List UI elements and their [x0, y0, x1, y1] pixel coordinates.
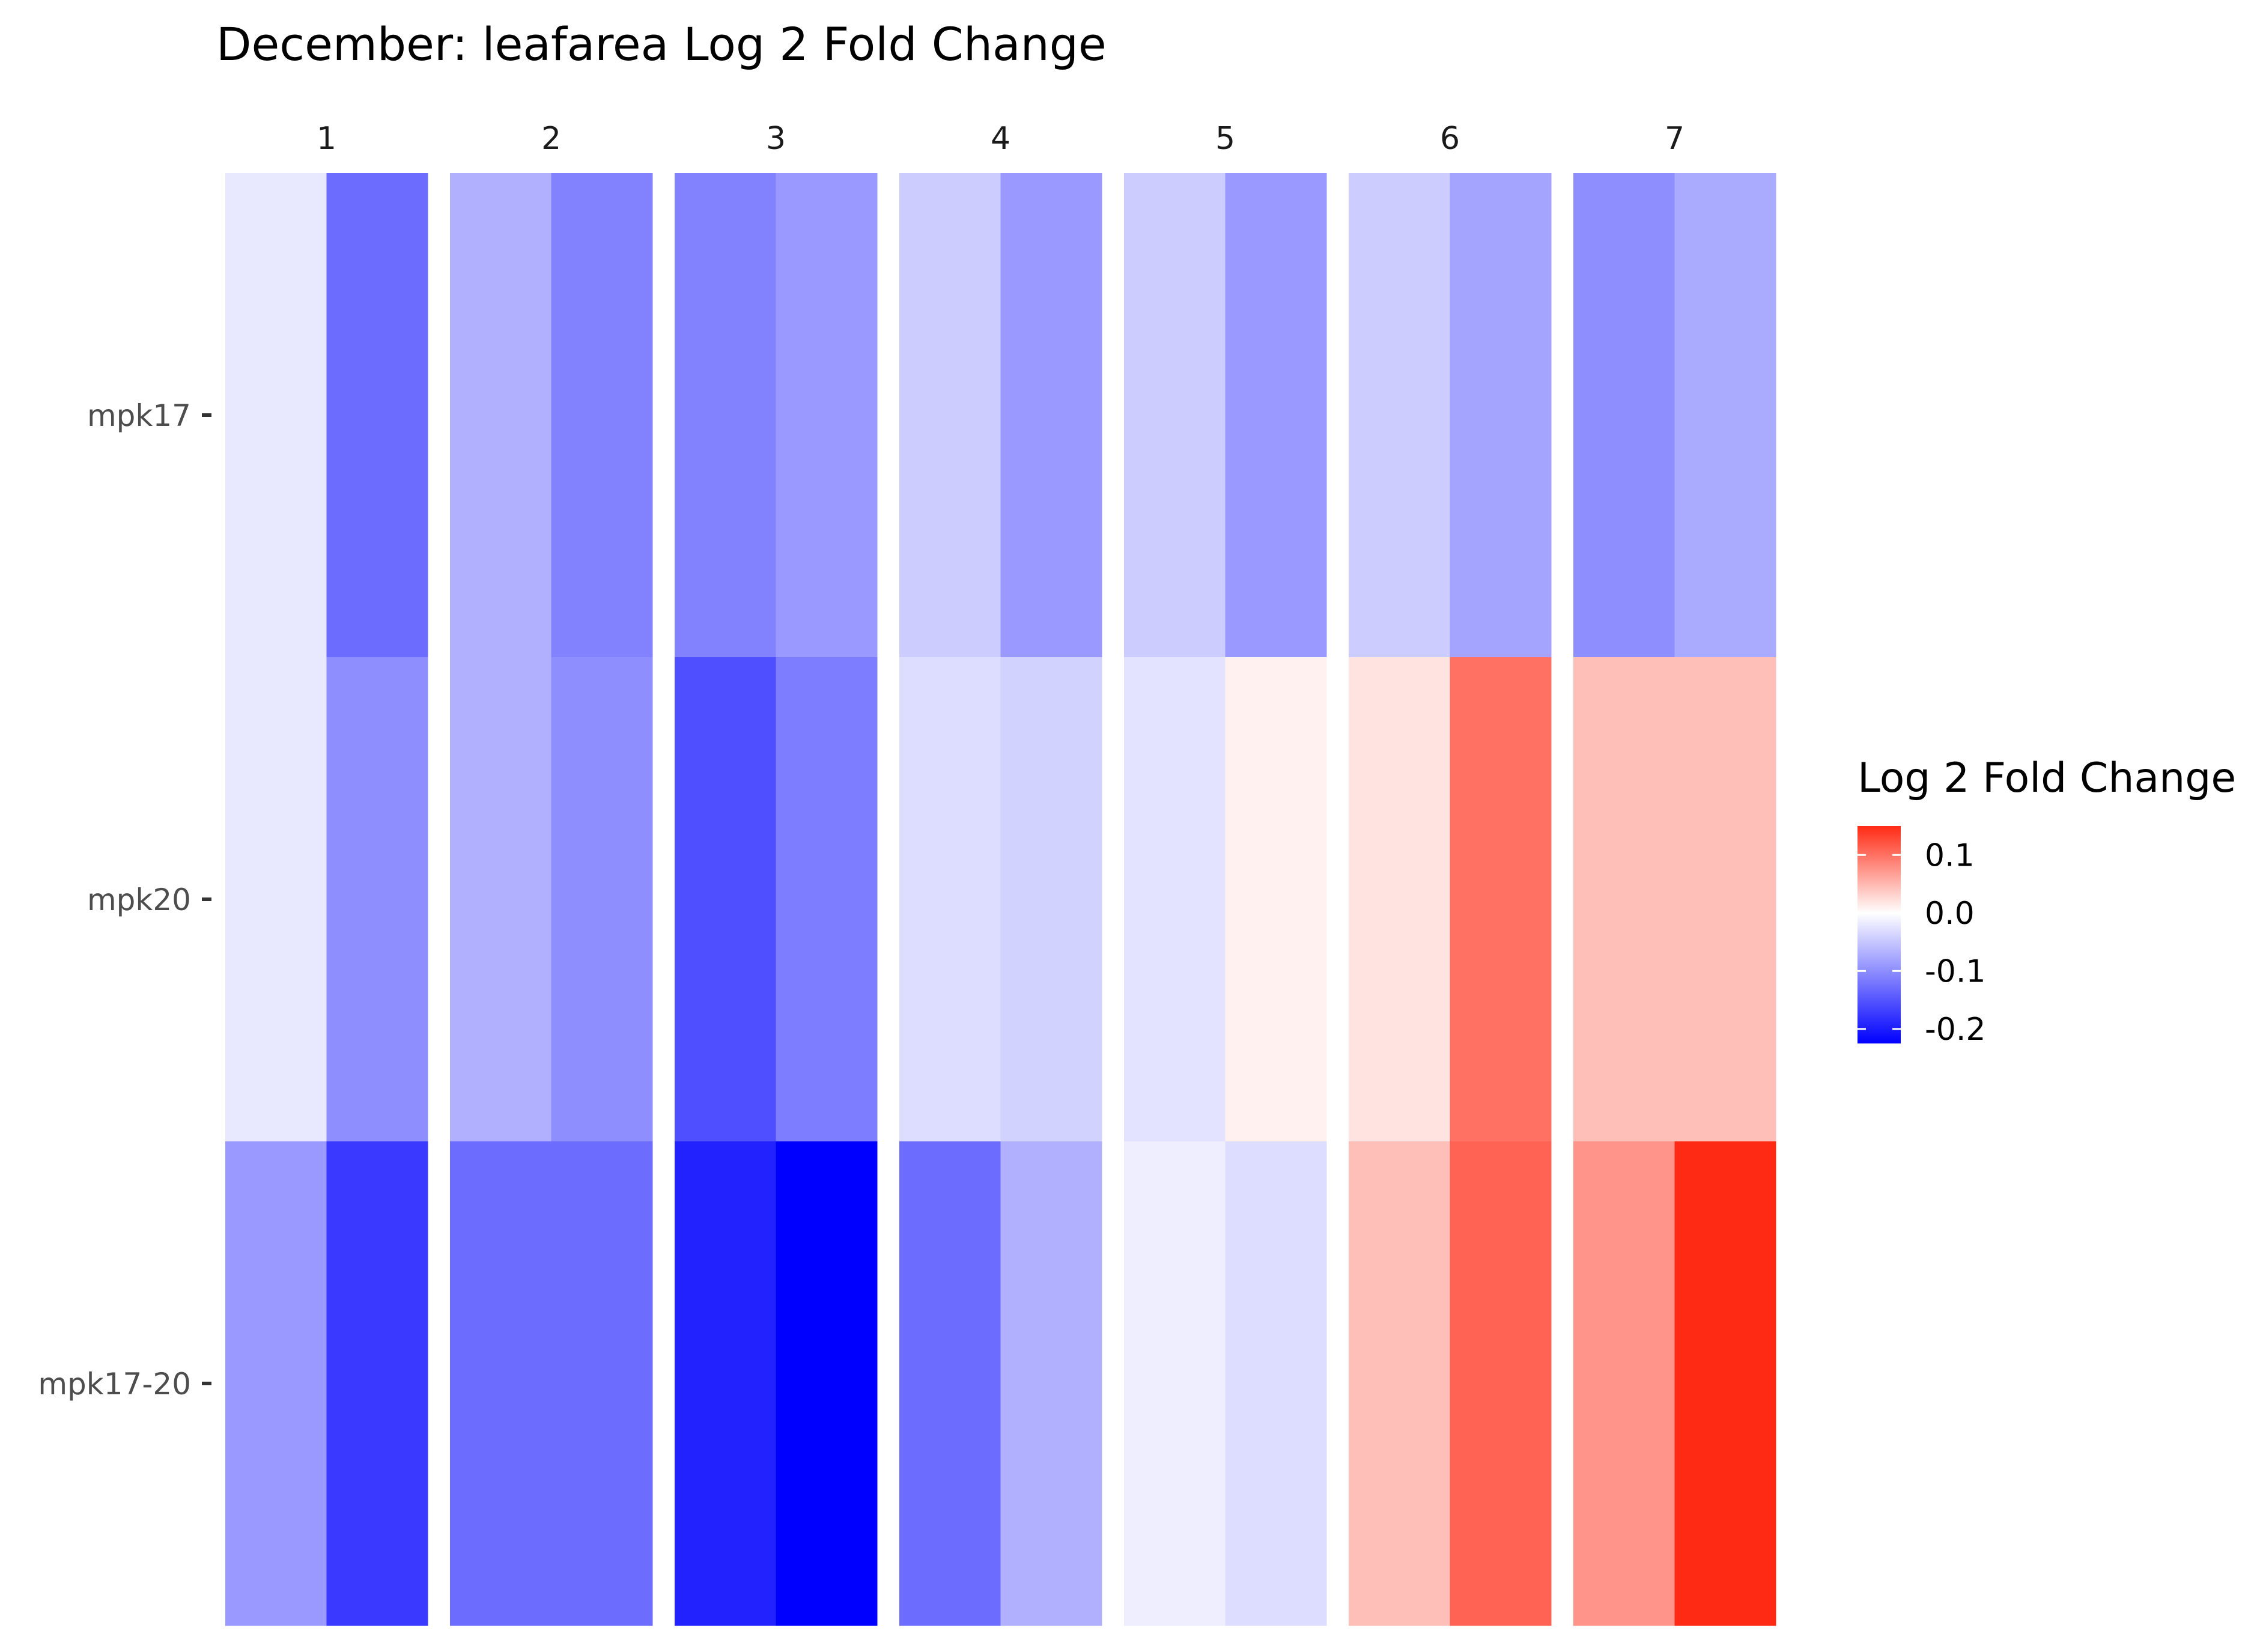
chart-title: December: leafarea Log 2 Fold Change: [216, 17, 1107, 71]
cell-mpk20-facet3-col1: [675, 657, 776, 1142]
cell-mpk20-facet6-col1: [1349, 657, 1450, 1142]
y-axis: mpk17 mpk20 mpk17-20: [38, 398, 211, 1401]
cell-mpk17-facet7-col2: [1674, 173, 1776, 658]
cell-mpk17-20-facet5-col2: [1225, 1141, 1327, 1626]
legend-colorbar: [1858, 826, 1901, 1043]
facet-label-5: 5: [1215, 121, 1235, 157]
cell-mpk17-facet2-col2: [551, 173, 653, 658]
cell-mpk17-facet4-col1: [899, 173, 1001, 658]
cell-mpk20-facet7-col1: [1573, 657, 1675, 1142]
cell-mpk20-facet3-col2: [776, 657, 878, 1142]
cell-mpk20-facet1-col1: [225, 657, 327, 1142]
cell-mpk17-20-facet3-col1: [675, 1141, 776, 1626]
cell-mpk17-facet1-col2: [326, 173, 428, 658]
cell-mpk20-facet6-col2: [1450, 657, 1552, 1142]
legend-tick-label: -0.1: [1925, 953, 1985, 989]
facet-labels: 1 2 3 4 5 6 7: [317, 121, 1684, 157]
cell-mpk17-facet5-col1: [1124, 173, 1226, 658]
cell-mpk20-facet5-col2: [1225, 657, 1327, 1142]
cell-mpk20-facet1-col2: [326, 657, 428, 1142]
cell-mpk20-facet5-col1: [1124, 657, 1226, 1142]
ytick-label-mpk17-20: mpk17-20: [38, 1367, 191, 1401]
legend-ticks: 0.1 0.0 -0.1 -0.2: [1858, 837, 1985, 1048]
cell-mpk17-facet7-col1: [1573, 173, 1675, 658]
facet-label-6: 6: [1440, 121, 1460, 157]
cell-mpk17-20-facet3-col2: [776, 1141, 878, 1626]
facet-label-3: 3: [766, 121, 786, 157]
legend: Log 2 Fold Change 0.1 0.0 -0.1 -0.2: [1858, 755, 2236, 1048]
cell-mpk20-facet2-col1: [450, 657, 551, 1142]
cell-mpk17-20-facet7-col2: [1674, 1141, 1776, 1626]
cell-mpk17-facet4-col2: [1000, 173, 1102, 658]
cell-mpk17-facet3-col2: [776, 173, 878, 658]
legend-tick-label: -0.2: [1925, 1012, 1985, 1048]
cell-mpk20-facet4-col1: [899, 657, 1001, 1142]
cell-mpk17-20-facet2-col1: [450, 1141, 551, 1626]
facet-label-7: 7: [1665, 121, 1684, 157]
cell-mpk17-facet2-col1: [450, 173, 551, 658]
ytick-label-mpk17: mpk17: [87, 398, 191, 433]
heatmap-cells: [225, 173, 1776, 1626]
ytick-label-mpk20: mpk20: [87, 882, 191, 917]
cell-mpk17-facet5-col2: [1225, 173, 1327, 658]
cell-mpk17-20-facet2-col2: [551, 1141, 653, 1626]
facet-label-4: 4: [991, 121, 1010, 157]
legend-tick-label: 0.1: [1925, 837, 1975, 873]
cell-mpk17-20-facet1-col1: [225, 1141, 327, 1626]
cell-mpk20-facet2-col2: [551, 657, 653, 1142]
cell-mpk17-20-facet1-col2: [326, 1141, 428, 1626]
cell-mpk20-facet7-col2: [1674, 657, 1776, 1142]
cell-mpk17-20-facet4-col2: [1000, 1141, 1102, 1626]
cell-mpk17-20-facet5-col1: [1124, 1141, 1226, 1626]
cell-mpk17-facet3-col1: [675, 173, 776, 658]
cell-mpk17-facet1-col1: [225, 173, 327, 658]
cell-mpk17-20-facet4-col1: [899, 1141, 1001, 1626]
cell-mpk20-facet4-col2: [1000, 657, 1102, 1142]
facet-label-2: 2: [541, 121, 561, 157]
cell-mpk17-20-facet6-col2: [1450, 1141, 1552, 1626]
cell-mpk17-facet6-col1: [1349, 173, 1450, 658]
facet-label-1: 1: [317, 121, 336, 157]
cell-mpk17-20-facet7-col1: [1573, 1141, 1675, 1626]
cell-mpk17-20-facet6-col1: [1349, 1141, 1450, 1626]
legend-tick-label: 0.0: [1925, 896, 1975, 932]
cell-mpk17-facet6-col2: [1450, 173, 1552, 658]
legend-title: Log 2 Fold Change: [1858, 755, 2236, 802]
